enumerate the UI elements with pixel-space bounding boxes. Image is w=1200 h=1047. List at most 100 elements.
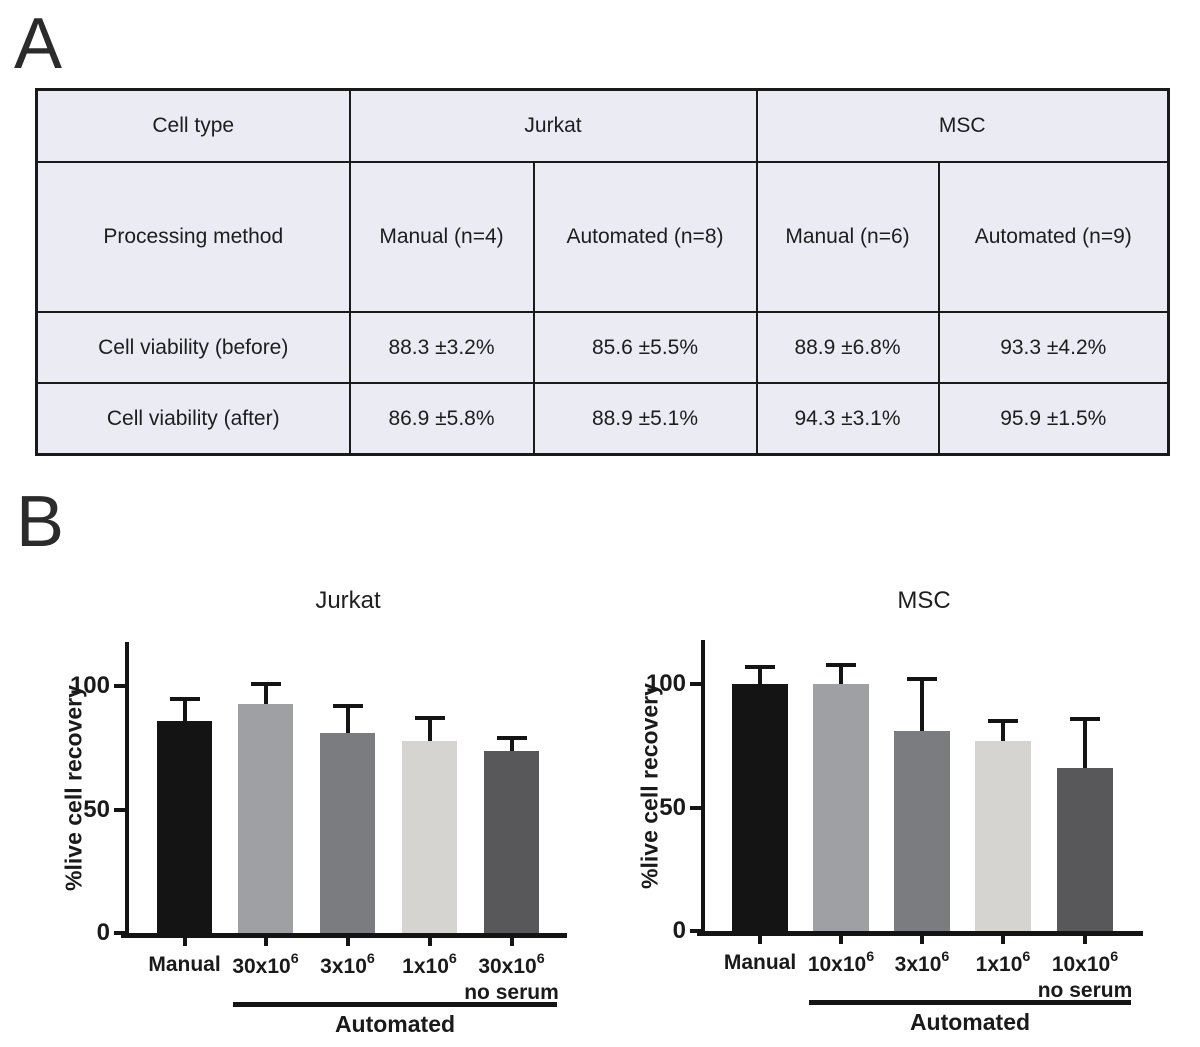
error-bar-stem: [1001, 721, 1005, 742]
error-bar-cap: [169, 696, 200, 701]
table-row: Cell viability (after) 86.9 ±5.8% 88.9 ±…: [35, 382, 1170, 456]
x-tick-label: Manual: [148, 953, 221, 976]
error-bar-cap: [414, 716, 445, 721]
x-tick: [427, 938, 432, 946]
bar: [894, 731, 950, 931]
y-tick-label: 50: [659, 793, 686, 821]
x-axis-line: [697, 931, 1143, 936]
x-tick: [839, 936, 843, 944]
x-tick-label: 1x106: [975, 948, 1031, 976]
x-tick-label: 3x106: [894, 948, 950, 976]
method-cell: Manual (n=6): [755, 161, 940, 313]
error-bar-cap: [496, 736, 527, 741]
x-tick-label-line2: no serum: [464, 981, 559, 1004]
error-bar-cap: [1070, 716, 1100, 721]
value-cell: 88.9 ±6.8%: [755, 311, 940, 384]
method-cell: Automated (n=9): [937, 161, 1170, 313]
x-tick-label: 10x106 no serum: [1030, 949, 1140, 1003]
value-cell: 85.6 ±5.5%: [532, 311, 758, 384]
y-tick: [690, 682, 701, 687]
y-tick-label: 100: [645, 670, 686, 698]
row-label: Cell viability (after): [35, 382, 351, 456]
cell-type-jurkat: Jurkat: [348, 88, 758, 163]
x-tick-label: 30x106: [232, 950, 299, 978]
y-tick-label: 0: [96, 919, 110, 946]
group-label: Automated: [909, 1009, 1031, 1035]
x-axis-line: [121, 933, 567, 938]
x-tick-label: 3x106: [320, 950, 375, 978]
error-bar-stem: [509, 738, 514, 751]
y-axis-line: [701, 640, 705, 936]
x-tick-label: 1x106: [402, 950, 457, 978]
bar: [1057, 768, 1113, 931]
table-row: Processing method Manual (n=4) Automated…: [35, 161, 1170, 313]
processing-method-header: Processing method: [35, 161, 351, 313]
error-bar-cap: [332, 704, 363, 709]
viability-table: Cell type Jurkat MSC Processing method M…: [35, 88, 1171, 456]
x-tick-label-line2: no serum: [1037, 979, 1133, 1002]
y-tick: [690, 805, 701, 810]
table-row: Cell viability (before) 88.3 ±3.2% 85.6 …: [35, 311, 1170, 384]
error-bar-stem: [758, 667, 762, 685]
y-tick-label: 50: [83, 795, 110, 823]
error-bar-stem: [920, 679, 924, 732]
error-bar-cap: [826, 662, 856, 667]
bar: [320, 733, 375, 933]
y-tick-label: 0: [672, 917, 686, 944]
bar-chart-msc: MSC %live cell recovery 0 50 100 Manual 10x106…: [630, 585, 1195, 1047]
cell-type-msc: MSC: [755, 88, 1170, 163]
y-tick-label: 100: [69, 672, 110, 700]
value-cell: 86.9 ±5.8%: [348, 382, 535, 456]
error-bar-stem: [839, 664, 843, 685]
y-axis-label: %live cell recovery: [636, 682, 663, 889]
method-cell: Automated (n=8): [532, 161, 758, 313]
x-tick: [1083, 936, 1087, 944]
x-tick: [345, 938, 350, 946]
error-bar-stem: [345, 706, 350, 734]
group-bracket-line: [809, 1000, 1131, 1005]
error-bar-cap: [250, 681, 281, 686]
error-bar-cap: [907, 677, 937, 682]
panel-a-label: A: [14, 4, 64, 84]
y-tick: [690, 929, 701, 933]
x-tick: [263, 938, 268, 946]
x-tick: [182, 938, 187, 946]
y-tick: [114, 931, 125, 935]
y-tick: [114, 807, 125, 812]
bar: [975, 741, 1031, 931]
bar: [732, 684, 788, 931]
x-tick: [509, 938, 514, 946]
error-bar-stem: [427, 718, 432, 741]
value-cell: 95.9 ±1.5%: [937, 382, 1170, 456]
table-row: Cell type Jurkat MSC: [35, 88, 1170, 163]
x-tick-label: 30x106 no serum: [457, 951, 567, 1005]
x-tick-label: Manual: [723, 951, 797, 974]
x-tick-label: 10x106: [807, 948, 875, 976]
x-tick: [1001, 936, 1005, 944]
plot-area: 0 50 100 Manual 10x106 3x106 1x106 10x106 no ser…: [646, 640, 1143, 1035]
x-tick: [758, 936, 762, 944]
bar: [157, 720, 212, 933]
chart-title: MSC: [897, 587, 951, 614]
error-bar-cap: [745, 665, 775, 670]
bar: [402, 740, 457, 933]
error-bar-stem: [182, 698, 187, 721]
y-tick: [114, 684, 125, 689]
panel-b-label: B: [16, 482, 66, 562]
value-cell: 94.3 ±3.1%: [755, 382, 940, 456]
value-cell: 93.3 ±4.2%: [937, 311, 1170, 384]
error-bar-stem: [1083, 718, 1087, 769]
group-bracket-line: [233, 1002, 557, 1007]
bar: [238, 703, 293, 933]
x-tick: [920, 936, 924, 944]
method-cell: Manual (n=4): [348, 161, 535, 313]
value-cell: 88.9 ±5.1%: [532, 382, 758, 456]
bar-chart-jurkat: Jurkat %live cell recovery 0 50 100 Manual 30x…: [60, 585, 620, 1047]
group-label: Automated: [334, 1011, 456, 1037]
bar: [484, 750, 539, 933]
y-axis-line: [125, 642, 129, 938]
cell-type-header: Cell type: [35, 88, 351, 163]
chart-title: Jurkat: [315, 587, 381, 614]
row-label: Cell viability (before): [35, 311, 351, 384]
error-bar-stem: [263, 683, 268, 704]
